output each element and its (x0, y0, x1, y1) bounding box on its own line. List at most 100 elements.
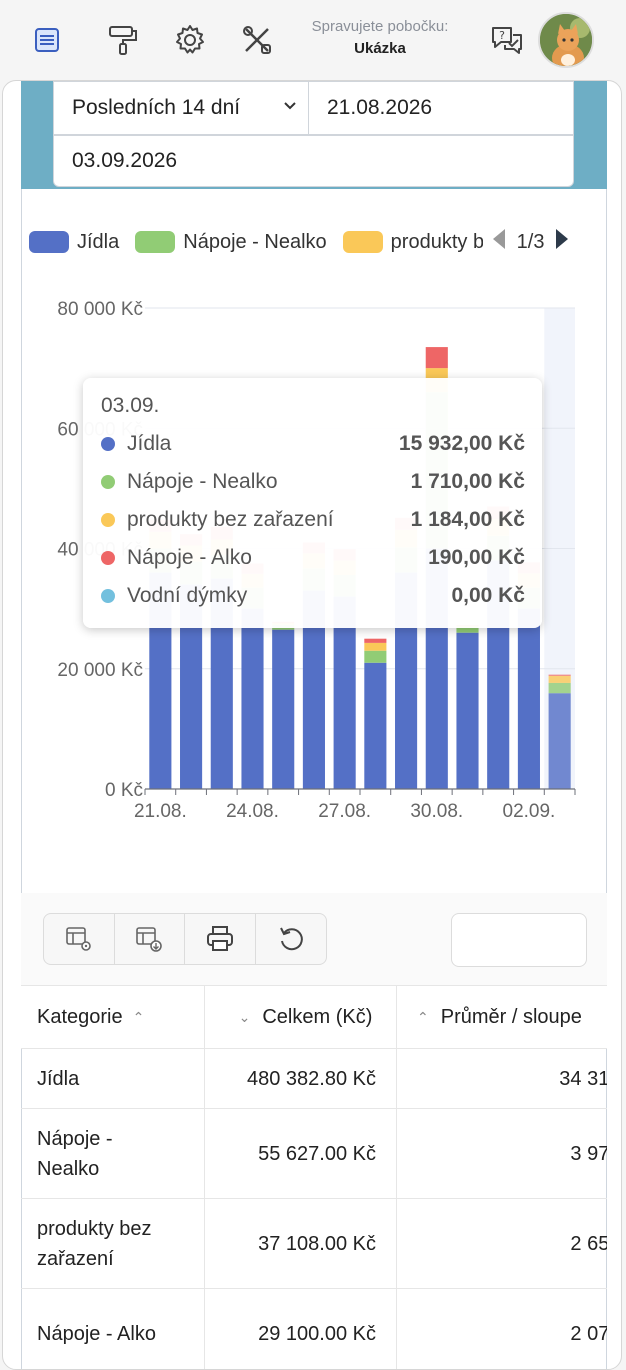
bar-segment (548, 682, 571, 694)
legend-item-bez[interactable]: produkty bez zařazení (342, 230, 483, 254)
tooltip-series-name: Nápoje - Alko (127, 546, 252, 569)
column-header-prumer[interactable]: ⌃ Průměr / sloupe (397, 985, 607, 1049)
x-tick-label: 21.08. (134, 801, 187, 822)
tooltip-series-name: produkty bez zařazení (127, 508, 334, 531)
bar-segment (241, 608, 264, 789)
legend-swatch (342, 231, 383, 253)
branch-label: Spravujete pobočku: (311, 18, 449, 35)
chart-legend: Jídla Nápoje - Nealko produkty bez zařaz… (29, 227, 609, 257)
table-toolbar (21, 893, 607, 985)
date-from-value: 21.08.2026 (327, 96, 433, 119)
menu-list-icon[interactable] (27, 18, 67, 62)
column-header-label: Celkem (Kč) (262, 1005, 373, 1028)
help-chat-icon[interactable]: ? (487, 18, 527, 62)
bar-segment (272, 629, 295, 789)
legend-label: produkty bez zařazení (390, 230, 483, 253)
bar-segment (364, 638, 387, 643)
bar-segment (302, 590, 325, 789)
avatar[interactable] (538, 12, 594, 68)
legend-swatch (29, 231, 69, 253)
period-select[interactable]: Posledních 14 dní (53, 81, 309, 135)
tooltip-series-value: 1 184,00 Kč (410, 508, 525, 531)
tooltip-series-value: 0,00 Kč (451, 584, 525, 607)
tooltip-series-name: Vodní dýmky (127, 584, 248, 607)
chevron-down-icon (282, 96, 298, 120)
column-header-kategorie[interactable]: Kategorie ⌃ (21, 985, 205, 1049)
table-cell-category: Jídla (21, 1049, 205, 1109)
table-cell-average: 2 650. (397, 1199, 607, 1289)
bar-segment (180, 584, 203, 789)
printer-icon (206, 926, 233, 951)
gear-icon[interactable] (170, 18, 210, 62)
table-cell-average: 3 973. (397, 1109, 607, 1199)
bar-segment (548, 675, 571, 683)
table-export-button[interactable] (115, 914, 185, 964)
bar-segment (210, 578, 233, 789)
date-from-field[interactable]: 21.08.2026 (308, 81, 574, 135)
table-settings-icon (65, 927, 91, 951)
table-button-group (43, 913, 327, 965)
sort-icon: ⌃ (417, 1008, 429, 1025)
bar-segment (517, 608, 540, 789)
table-cell-total: 37 108.00 Kč (205, 1199, 397, 1289)
table-search-input[interactable] (451, 913, 587, 967)
legend-label: Jídla (77, 230, 120, 253)
bar-segment (548, 693, 571, 789)
tools-icon[interactable] (237, 18, 277, 62)
table-cell-total: 480 382.80 Kč (205, 1049, 397, 1109)
category-table: Kategorie ⌃ ⌄ Celkem (Kč) ⌃ Průměr / slo… (21, 985, 607, 1369)
tooltip-row: Nápoje - Alko 190,00 Kč (101, 544, 525, 572)
period-select-value: Posledních 14 dní (72, 96, 241, 119)
table-cell-category: Nápoje - Nealko (21, 1109, 205, 1199)
table-cell-total: 55 627.00 Kč (205, 1109, 397, 1199)
legend-next-icon[interactable] (554, 228, 570, 256)
tooltip-series-name: Jídla (127, 432, 172, 455)
tooltip-row: Jídla 15 932,00 Kč (101, 430, 525, 458)
tooltip-title: 03.09. (101, 394, 160, 417)
tooltip-dot (101, 437, 115, 451)
x-tick-label: 30.08. (410, 801, 463, 822)
legend-label: Nápoje - Nealko (183, 230, 327, 253)
tooltip-series-value: 1 710,00 Kč (410, 470, 525, 493)
table-settings-button[interactable] (44, 914, 115, 964)
tooltip-dot (101, 513, 115, 527)
tooltip-row: produkty bez zařazení 1 184,00 Kč (101, 506, 525, 534)
bar-segment (548, 674, 571, 676)
sort-icon: ⌃ (132, 1008, 145, 1025)
legend-swatch (135, 231, 176, 253)
tooltip-series-name: Nápoje - Nealko (127, 470, 278, 493)
y-tick-label: 20 000 Kč (57, 660, 143, 681)
branch-info: Spravujete pobočku: Ukázka (290, 18, 470, 57)
bar-segment (364, 662, 387, 789)
chart-frame (21, 189, 607, 1369)
tooltip-dot (101, 589, 115, 603)
x-tick-label: 27.08. (318, 801, 371, 822)
table-download-icon (136, 927, 163, 952)
bar-segment (364, 650, 387, 663)
x-tick-label: 24.08. (226, 801, 279, 822)
table-cell-category: Nápoje - Alko (21, 1289, 205, 1369)
tooltip-row: Vodní dýmky 0,00 Kč (101, 582, 525, 610)
bar-segment (456, 632, 479, 789)
table-cell-average: 34 313. (397, 1049, 607, 1109)
print-button[interactable] (185, 914, 256, 964)
undo-icon (279, 927, 303, 951)
y-tick-label: 80 000 Kč (57, 299, 143, 320)
table-cell-total: 29 100.00 Kč (205, 1289, 397, 1369)
column-header-label: Kategorie (37, 1005, 123, 1028)
paint-roller-icon[interactable] (103, 18, 143, 62)
tooltip-series-value: 190,00 Kč (428, 546, 525, 569)
tooltip-series-value: 15 932,00 Kč (398, 432, 525, 455)
column-header-celkem[interactable]: ⌄ Celkem (Kč) (205, 985, 397, 1049)
legend-item-jidla[interactable]: Jídla (29, 231, 119, 254)
legend-prev-icon[interactable] (491, 228, 507, 256)
bar-segment (425, 347, 448, 369)
bar-segment (364, 642, 387, 651)
bar-segment (456, 627, 479, 633)
legend-item-nealko[interactable]: Nápoje - Nealko (135, 230, 327, 254)
y-tick-label: 0 Kč (105, 780, 143, 801)
reset-button[interactable] (256, 914, 327, 964)
date-to-field[interactable]: 03.09.2026 (53, 135, 574, 187)
svg-text:?: ? (499, 29, 505, 42)
tooltip-dot (101, 551, 115, 565)
